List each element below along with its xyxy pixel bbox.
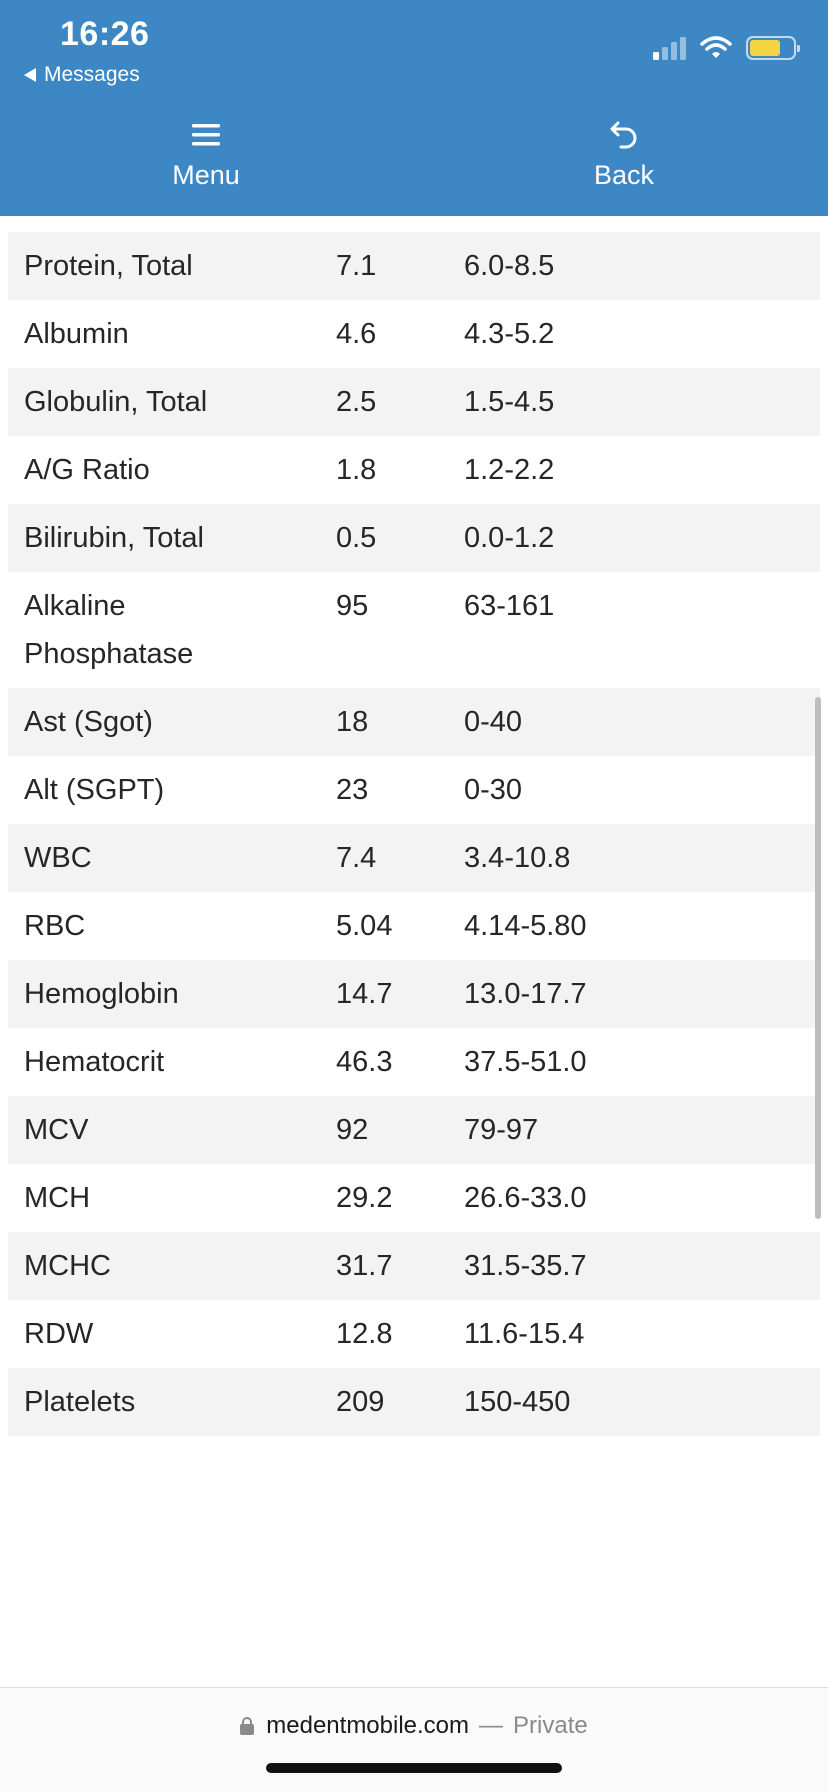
test-name: MCH xyxy=(24,1182,91,1214)
test-name: RBC xyxy=(24,910,86,942)
reference-range: 0-30 xyxy=(464,774,523,806)
test-name: Ast (Sgot) xyxy=(24,706,153,738)
test-value: 7.1 xyxy=(336,250,377,282)
back-triangle-icon xyxy=(24,68,36,82)
reference-range: 4.3-5.2 xyxy=(464,318,555,350)
table-row: Hemoglobin 14.7 13.0-17.7 xyxy=(8,960,820,1028)
reference-range: 0.0-1.2 xyxy=(464,522,555,554)
table-row: RDW 12.8 11.6-15.4 xyxy=(8,1300,820,1368)
url-domain: medentmobile.com xyxy=(266,1712,470,1739)
test-value: 12.8 xyxy=(336,1318,393,1350)
back-label: Back xyxy=(593,160,655,190)
browser-bottom-bar: medentmobile.com — Private xyxy=(0,1687,828,1792)
test-value: 1.8 xyxy=(336,454,377,486)
reference-range: 6.0-8.5 xyxy=(464,250,555,282)
test-value: 29.2 xyxy=(336,1182,393,1214)
reference-range: 31.5-35.7 xyxy=(464,1250,587,1282)
test-name: Hemoglobin xyxy=(24,978,179,1010)
wifi-icon xyxy=(700,36,732,58)
reference-range: 13.0-17.7 xyxy=(464,978,587,1010)
back-app-label: Messages xyxy=(44,63,140,86)
test-name: A/G Ratio xyxy=(24,454,150,486)
table-row: Protein, Total 7.1 6.0-8.5 xyxy=(8,232,820,300)
test-value: 46.3 xyxy=(336,1046,393,1078)
table-row: RBC 5.04 4.14-5.80 xyxy=(8,892,820,960)
back-button[interactable]: Back xyxy=(544,112,704,208)
menu-label: Menu xyxy=(172,160,240,190)
test-name: RDW xyxy=(24,1318,94,1350)
table-row: A/G Ratio 1.8 1.2-2.2 xyxy=(8,436,820,504)
test-value: 5.04 xyxy=(336,910,393,942)
table-row: Platelets 209 150-450 xyxy=(8,1368,820,1436)
test-name: Protein, Total xyxy=(24,250,193,282)
test-name: Alkaline Phosphatase xyxy=(24,590,194,670)
test-name: MCV xyxy=(24,1114,89,1146)
battery-level xyxy=(750,40,780,56)
battery-icon xyxy=(746,36,800,60)
lab-results-table: Protein, Total 7.1 6.0-8.5 Albumin 4.6 4.3-5.… xyxy=(8,232,820,1436)
reference-range: 150-450 xyxy=(464,1386,571,1418)
test-value: 14.7 xyxy=(336,978,393,1010)
reference-range: 3.4-10.8 xyxy=(464,842,571,874)
browsing-mode: Private xyxy=(513,1712,588,1739)
reference-range: 79-97 xyxy=(464,1114,539,1146)
status-icons xyxy=(653,36,800,60)
table-row: MCH 29.2 26.6-33.0 xyxy=(8,1164,820,1232)
test-value: 31.7 xyxy=(336,1250,393,1282)
undo-arrow-icon xyxy=(609,112,639,158)
reference-range: 63-161 xyxy=(464,590,555,622)
address-bar[interactable]: medentmobile.com — Private xyxy=(0,1712,828,1740)
reference-range: 26.6-33.0 xyxy=(464,1182,587,1214)
status-time: 16:26 xyxy=(60,15,150,53)
cellular-signal-icon xyxy=(653,36,686,60)
test-value: 92 xyxy=(336,1114,369,1146)
test-value: 23 xyxy=(336,774,369,806)
test-name: Platelets xyxy=(24,1386,136,1418)
test-value: 4.6 xyxy=(336,318,377,350)
test-value: 2.5 xyxy=(336,386,377,418)
test-value: 7.4 xyxy=(336,842,377,874)
url-separator: — xyxy=(479,1712,504,1739)
reference-range: 37.5-51.0 xyxy=(464,1046,587,1078)
test-name: Globulin, Total xyxy=(24,386,208,418)
test-name: Alt (SGPT) xyxy=(24,774,165,806)
app-header: 16:26 Messages Menu xyxy=(0,0,828,216)
reference-range: 1.5-4.5 xyxy=(464,386,555,418)
reference-range: 11.6-15.4 xyxy=(464,1318,585,1350)
table-row: MCV 92 79-97 xyxy=(8,1096,820,1164)
reference-range: 1.2-2.2 xyxy=(464,454,555,486)
table-row: WBC 7.4 3.4-10.8 xyxy=(8,824,820,892)
lock-icon xyxy=(240,1717,255,1735)
test-name: WBC xyxy=(24,842,92,874)
table-row: Ast (Sgot) 18 0-40 xyxy=(8,688,820,756)
table-row: Globulin, Total 2.5 1.5-4.5 xyxy=(8,368,820,436)
menu-button[interactable]: Menu xyxy=(126,112,286,208)
test-value: 95 xyxy=(336,590,369,622)
test-name: Hematocrit xyxy=(24,1046,165,1078)
table-row: Alkaline Phosphatase 95 63-161 xyxy=(8,572,820,688)
test-value: 209 xyxy=(336,1386,385,1418)
test-name: MCHC xyxy=(24,1250,111,1282)
hamburger-icon xyxy=(191,112,221,158)
reference-range: 4.14-5.80 xyxy=(464,910,587,942)
back-to-messages[interactable]: Messages xyxy=(24,63,140,87)
table-row: Bilirubin, Total 0.5 0.0-1.2 xyxy=(8,504,820,572)
table-row: Albumin 4.6 4.3-5.2 xyxy=(8,300,820,368)
scrollbar[interactable] xyxy=(815,697,821,1219)
table-row: Alt (SGPT) 23 0-30 xyxy=(8,756,820,824)
test-name: Bilirubin, Total xyxy=(24,522,205,554)
table-row: MCHC 31.7 31.5-35.7 xyxy=(8,1232,820,1300)
home-indicator[interactable] xyxy=(266,1763,562,1773)
table-row: Hematocrit 46.3 37.5-51.0 xyxy=(8,1028,820,1096)
test-value: 0.5 xyxy=(336,522,377,554)
test-name: Albumin xyxy=(24,318,129,350)
reference-range: 0-40 xyxy=(464,706,523,738)
test-value: 18 xyxy=(336,706,369,738)
